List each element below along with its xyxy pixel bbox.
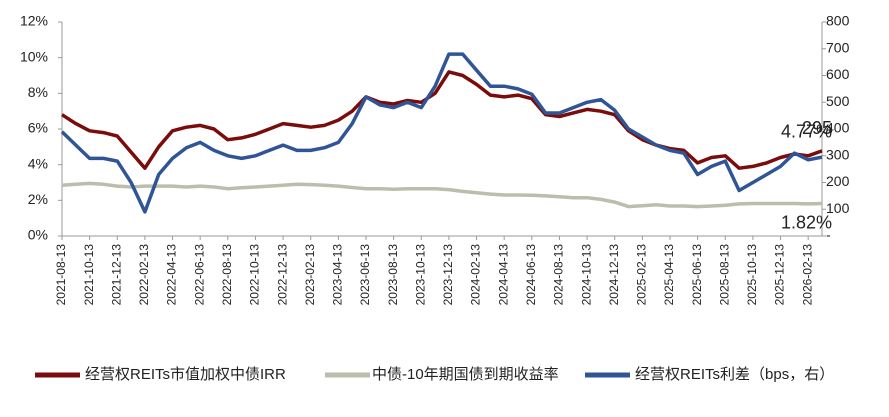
x-tick-label: 2025-10-13 — [745, 244, 759, 306]
x-tick-label: 2023-06-13 — [358, 244, 372, 306]
y2-tick-label: 800 — [826, 13, 850, 29]
x-tick-label: 2025-06-13 — [690, 244, 704, 306]
y-tick-label: 6% — [28, 120, 48, 136]
data-label: 4.77% — [781, 122, 832, 142]
y-tick-label: 12% — [20, 13, 48, 29]
x-tick-label: 2021-08-13 — [54, 244, 68, 306]
x-tick-label: 2022-04-13 — [165, 244, 179, 306]
x-tick-label: 2025-04-13 — [662, 244, 676, 306]
x-tick-label: 2023-12-13 — [441, 244, 455, 306]
y2-tick-label: 700 — [826, 39, 850, 55]
legend-label: 中债-10年期国债到期收益率 — [372, 366, 559, 383]
series-line — [60, 52, 823, 214]
y2-tick-label: 400 — [826, 120, 850, 136]
x-tick-label: 2026-02-13 — [800, 244, 814, 306]
y-tick-label: 0% — [28, 227, 48, 243]
y2-tick-label: 600 — [826, 66, 850, 82]
x-tick-label: 2024-02-13 — [469, 244, 483, 306]
data-label: 1.82% — [781, 212, 832, 232]
x-tick-label: 2022-12-13 — [275, 244, 289, 306]
y2-tick-label: - — [826, 227, 831, 243]
x-tick-label: 2025-08-13 — [717, 244, 731, 306]
x-tick-label: 2022-02-13 — [137, 244, 151, 306]
y2-tick-label: 500 — [826, 93, 850, 109]
y2-tick-label: 300 — [826, 146, 850, 162]
x-tick-label: 2022-10-13 — [248, 244, 262, 306]
x-tick-label: 2023-02-13 — [303, 244, 317, 306]
x-tick-label: 2024-08-13 — [552, 244, 566, 306]
x-tick-label: 2022-06-13 — [192, 244, 206, 306]
y-tick-label: 10% — [20, 48, 48, 64]
y-tick-label: 4% — [28, 155, 48, 171]
y2-tick-label: 100 — [826, 200, 850, 216]
x-tick-label: 2024-04-13 — [496, 244, 510, 306]
y2-tick-label: 200 — [826, 173, 850, 189]
x-tick-label: 2024-10-13 — [579, 244, 593, 306]
x-tick-label: 2024-06-13 — [524, 244, 538, 306]
x-tick-label: 2021-10-13 — [82, 244, 96, 306]
y-tick-label: 8% — [28, 84, 48, 100]
x-tick-label: 2025-12-13 — [773, 244, 787, 306]
x-tick-label: 2023-04-13 — [331, 244, 345, 306]
series-line — [61, 181, 823, 209]
x-tick-label: 2023-10-13 — [413, 244, 427, 306]
x-tick-label: 2022-08-13 — [220, 244, 234, 306]
x-tick-label: 2025-02-13 — [635, 244, 649, 306]
data-label: 295 — [802, 118, 832, 138]
y-tick-label: 2% — [28, 191, 48, 207]
x-tick-label: 2021-12-13 — [109, 244, 123, 306]
x-tick-label: 2023-08-13 — [386, 244, 400, 306]
series-line — [61, 70, 823, 170]
legend-label: 经营权REITs市值加权中债IRR — [85, 366, 286, 383]
legend-label: 经营权REITs利差（bps，右） — [635, 366, 834, 383]
x-tick-label: 2024-12-13 — [607, 244, 621, 306]
